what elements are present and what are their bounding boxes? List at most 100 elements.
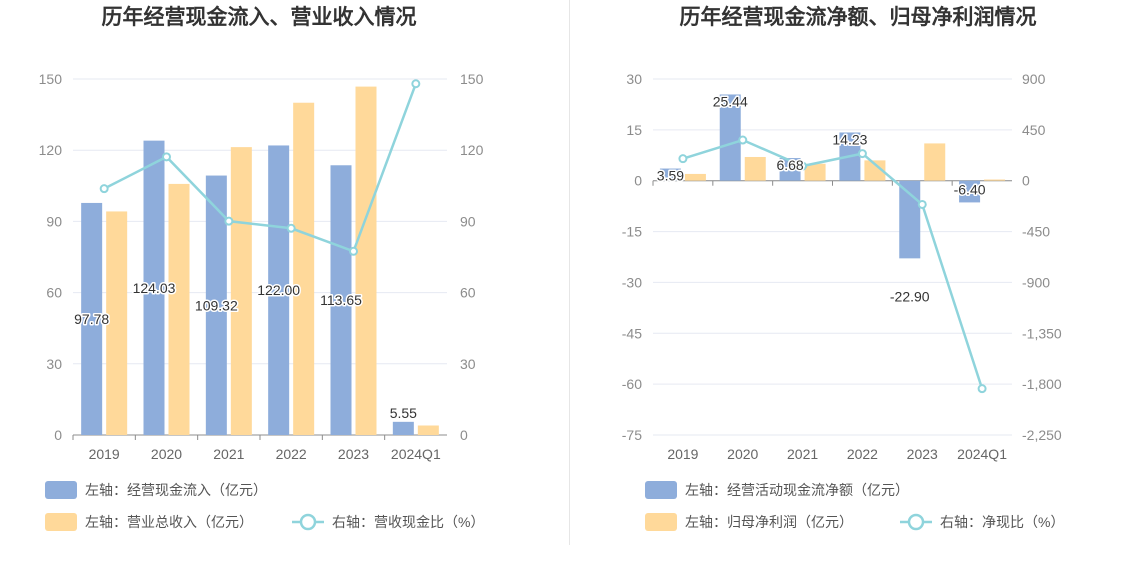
net-cash-right-tick-label: -450 (1022, 224, 1050, 240)
cash-inflow-bar-primary[interactable] (268, 145, 290, 435)
net-cash-bar-primary[interactable] (719, 94, 741, 181)
cash-inflow-ratio-point[interactable] (99, 184, 109, 194)
cash-inflow-bar-primary[interactable] (205, 175, 227, 436)
cash-inflow-right-tick-label: 150 (460, 71, 484, 87)
cash-inflow-legend-label[interactable]: 右轴：营收现金比（%） (332, 514, 484, 530)
cash-inflow-left-tick-label: 60 (46, 285, 62, 301)
net-cash-ratio-point[interactable] (678, 154, 688, 164)
net-cash-ratio-point[interactable] (857, 149, 867, 159)
cash-inflow-left-tick-label: 120 (39, 142, 63, 158)
net-cash-legend-label[interactable]: 左轴：归母净利润（亿元） (685, 514, 853, 530)
cash-inflow-bar-data-label: 5.55 (390, 405, 417, 421)
net-cash-legend-label[interactable]: 右轴：净现比（%） (940, 514, 1064, 530)
net-cash-x-tick-label: 2020 (727, 446, 758, 462)
cash-inflow-bar-secondary[interactable] (293, 102, 315, 435)
net-cash-right-tick-label: -1,800 (1022, 376, 1062, 392)
net-cash-flow-profit-chart: 历年经营现金流净额、归母净利润情况 -75 -2,250 -60 -1,800 -45 -1… (622, 5, 1064, 531)
net-cash-ratio-point[interactable] (738, 135, 748, 145)
cash-inflow-bar-data-label: 113.65 (320, 292, 362, 308)
net-cash-bar-secondary[interactable] (684, 173, 706, 181)
cash-inflow-bar-primary[interactable] (392, 421, 414, 435)
cash-inflow-x-tick-label: 2021 (213, 446, 244, 462)
cash-inflow-ratio-point[interactable] (286, 223, 296, 233)
cash-inflow-right-tick-label: 0 (460, 427, 468, 443)
cash-inflow-right-tick-label: 30 (460, 356, 476, 372)
net-cash-bar-secondary[interactable] (984, 179, 1006, 181)
net-cash-left-tick-label: 0 (634, 173, 642, 189)
net-cash-right-tick-label: -2,250 (1022, 427, 1062, 443)
cash-inflow-ratio-point[interactable] (411, 79, 421, 89)
net-cash-right-tick-label: -1,350 (1022, 325, 1062, 341)
net-cash-bar-data-label: 25.44 (713, 93, 748, 109)
cash-inflow-ratio-point[interactable] (349, 246, 358, 256)
net-cash-bar-data-label: -22.90 (890, 288, 930, 304)
cash-inflow-revenue-chart: 历年经营现金流入、营业收入情况 0 0 30 30 60 60 90 90 120 120 150 15… (39, 5, 484, 531)
net-cash-left-tick-label: -15 (622, 224, 642, 240)
net-cash-bar-secondary[interactable] (744, 156, 766, 181)
net-cash-left-tick-label: 15 (626, 122, 642, 138)
cash-inflow-bar-secondary[interactable] (230, 147, 252, 435)
net-cash-x-tick-label: 2022 (847, 446, 878, 462)
net-cash-bar-data-label: 14.23 (832, 131, 867, 147)
cash-inflow-legend-line-marker[interactable] (299, 513, 317, 531)
cash-inflow-legend-label[interactable]: 左轴：营业总收入（亿元） (85, 514, 253, 530)
cash-inflow-legend-swatch[interactable] (45, 513, 77, 531)
cash-inflow-left-tick-label: 90 (46, 213, 62, 229)
cash-inflow-bar-secondary[interactable] (106, 211, 128, 435)
cash-inflow-x-tick-label: 2020 (151, 446, 182, 462)
cash-inflow-right-tick-label: 60 (460, 285, 476, 301)
cash-inflow-x-tick-label: 2024Q1 (391, 446, 441, 462)
net-cash-right-tick-label: -900 (1022, 274, 1050, 290)
net-cash-left-tick-label: 30 (626, 71, 642, 87)
cash-inflow-legend-label[interactable]: 左轴：经营现金流入（亿元） (85, 482, 267, 498)
net-cash-left-tick-label: -45 (622, 325, 642, 341)
cash-inflow-bar-secondary[interactable] (168, 183, 190, 435)
cash-inflow-right-tick-label: 90 (460, 213, 476, 229)
net-cash-legend-line-marker[interactable] (907, 513, 925, 531)
cash-inflow-left-tick-label: 0 (54, 427, 62, 443)
net-cash-legend-swatch[interactable] (645, 481, 677, 499)
net-cash-ratio-point[interactable] (977, 384, 987, 394)
cash-inflow-bar-data-label: 122.00 (257, 282, 300, 298)
net-cash-legend-label[interactable]: 左轴：经营活动现金流净额（亿元） (685, 482, 909, 498)
cash-inflow-ratio-point[interactable] (162, 152, 171, 162)
cash-inflow-ratio-point[interactable] (224, 216, 234, 226)
net-cash-x-tick-label: 2021 (787, 446, 818, 462)
net-cash-bar-data-label: 6.68 (776, 157, 803, 173)
cash-inflow-left-tick-label: 150 (39, 71, 63, 87)
net-cash-bar-data-label: -6.40 (954, 181, 986, 197)
cash-inflow-x-tick-label: 2019 (89, 446, 120, 462)
net-cash-bar-secondary[interactable] (804, 163, 826, 181)
cash-inflow-bar-data-label: 124.03 (133, 280, 176, 296)
net-cash-ratio-point[interactable] (917, 199, 927, 209)
cash-inflow-bar-secondary[interactable] (355, 86, 377, 435)
net-cash-bar-secondary[interactable] (924, 143, 946, 181)
net-cash-x-tick-label: 2023 (907, 446, 938, 462)
cash-inflow-bar-data-label: 109.32 (195, 297, 238, 313)
panel-divider (569, 0, 570, 545)
cash-inflow-bar-secondary[interactable] (417, 425, 439, 435)
net-cash-right-tick-label: 450 (1022, 122, 1046, 138)
cash-inflow-bar-primary[interactable] (143, 140, 165, 435)
cash-inflow-right-tick-label: 120 (460, 142, 484, 158)
cash-inflow-x-tick-label: 2023 (338, 446, 369, 462)
cash-inflow-bar-data-label: 97.78 (74, 311, 109, 327)
cash-inflow-x-tick-label: 2022 (276, 446, 307, 462)
net-cash-left-tick-label: -30 (622, 274, 642, 290)
net-cash-bar-primary[interactable] (959, 180, 981, 203)
cash-inflow-bar-primary[interactable] (330, 165, 352, 435)
cash-inflow-legend-swatch[interactable] (45, 481, 77, 499)
net-cash-right-tick-label: 900 (1022, 71, 1046, 87)
net-cash-bar-secondary[interactable] (864, 160, 886, 181)
net-cash-bar-data-label: 3.59 (657, 168, 684, 184)
net-cash-legend-swatch[interactable] (645, 513, 677, 531)
net-cash-ratio-point[interactable] (798, 161, 808, 171)
net-cash-left-tick-label: -60 (622, 376, 642, 392)
net-cash-chart-title: 历年经营现金流净额、归母净利润情况 (680, 5, 1037, 29)
net-cash-ratio-line (682, 138, 984, 390)
net-cash-bar-primary[interactable] (899, 180, 921, 259)
net-cash-bar-primary[interactable] (659, 168, 681, 181)
cash-inflow-bar-primary[interactable] (81, 202, 103, 435)
net-cash-left-tick-label: -75 (622, 427, 642, 443)
